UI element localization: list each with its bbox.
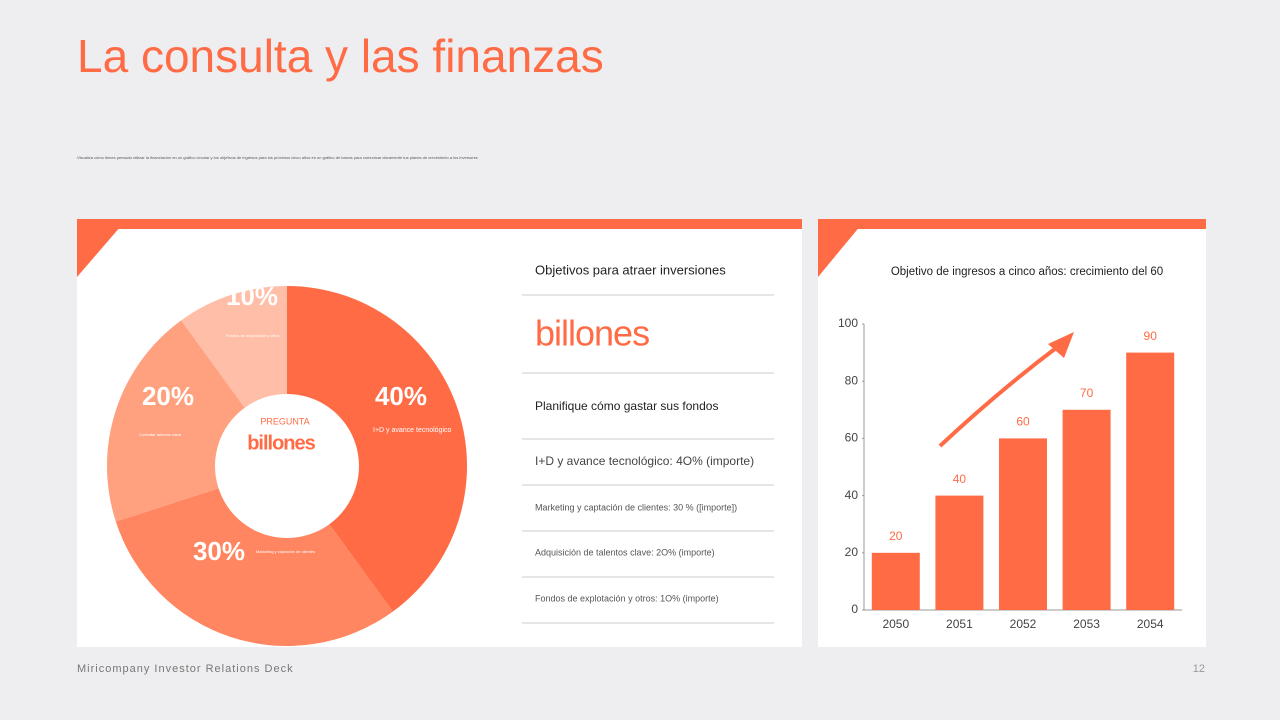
bar-chart: Objetivo de ingresos a cinco años: creci… bbox=[838, 266, 1182, 631]
bar-value-label: 40 bbox=[953, 472, 967, 486]
x-tick-label: 2054 bbox=[1137, 617, 1164, 631]
center-label: PREGUNTA bbox=[260, 416, 309, 426]
panel-item: Adquisición de talentos clave: 2O% (impo… bbox=[535, 547, 715, 557]
segment-category-label: Marketing y captación de clientes bbox=[256, 549, 315, 554]
panel-big-text: billones bbox=[535, 313, 649, 354]
slide-subtitle: Visualiza cómo tienes pensado utilizar l… bbox=[77, 155, 478, 160]
segment-value-label: 30% bbox=[193, 536, 245, 566]
segment-value-label: 40% bbox=[375, 381, 427, 411]
y-tick-label: 0 bbox=[851, 602, 858, 616]
growth-arrow bbox=[938, 343, 1062, 448]
segment-category-label: I+D y avance tecnológico bbox=[373, 427, 452, 434]
segment-value-label: 10% bbox=[226, 281, 278, 311]
x-tick-label: 2052 bbox=[1010, 617, 1037, 631]
x-tick-label: 2053 bbox=[1073, 617, 1100, 631]
donut-chart: 40% I+D y avance tecnológico 30% Marketing … bbox=[107, 281, 467, 646]
panel-item: Marketing y captación de clientes: 30 % … bbox=[535, 502, 737, 512]
page-number: 12 bbox=[1193, 663, 1205, 675]
y-tick-label: 40 bbox=[845, 488, 859, 502]
y-tick-label: 100 bbox=[838, 316, 858, 330]
center-value: billones bbox=[247, 432, 315, 454]
info-panel: Objetivos para atraer inversiones billon… bbox=[522, 262, 774, 624]
panel-heading: Objetivos para atraer inversiones bbox=[535, 262, 726, 277]
bar bbox=[999, 438, 1047, 610]
bar-value-label: 70 bbox=[1080, 386, 1094, 400]
bar bbox=[1062, 409, 1111, 610]
card-strip bbox=[77, 219, 802, 229]
y-tick-label: 20 bbox=[845, 545, 859, 559]
panel-subheading: Planifique cómo gastar sus fondos bbox=[535, 399, 718, 413]
x-tick-label: 2051 bbox=[946, 617, 973, 631]
donut-segment bbox=[115, 488, 393, 646]
bar-value-label: 90 bbox=[1144, 329, 1158, 343]
bar bbox=[935, 495, 984, 610]
bar-value-label: 20 bbox=[889, 529, 903, 543]
card-corner bbox=[818, 219, 866, 277]
x-tick-label: 2050 bbox=[882, 617, 909, 631]
bar bbox=[1126, 352, 1175, 610]
slide-title: La consulta y las finanzas bbox=[77, 30, 604, 82]
footer: Miricompany Investor Relations Deck bbox=[77, 663, 294, 675]
bar bbox=[871, 552, 920, 610]
bar-value-label: 60 bbox=[1016, 415, 1030, 429]
arrow-head bbox=[1048, 332, 1074, 358]
card-corner bbox=[77, 219, 127, 277]
y-tick-label: 80 bbox=[845, 373, 859, 387]
segment-category-label: Fondos de explotación y otros bbox=[226, 333, 279, 338]
y-tick-label: 60 bbox=[845, 431, 859, 445]
segment-value-label: 20% bbox=[142, 381, 194, 411]
donut-segment bbox=[107, 320, 245, 522]
panel-item: Fondos de explotación y otros: 1O% (impo… bbox=[535, 593, 719, 603]
card-strip bbox=[818, 219, 1206, 229]
segment-category-label: Contratar talentos clave bbox=[139, 432, 182, 437]
panel-item: I+D y avance tecnológico: 4O% (importe) bbox=[535, 454, 754, 468]
chart-title: Objetivo de ingresos a cinco años: creci… bbox=[891, 266, 1163, 278]
donut-segment bbox=[287, 286, 467, 612]
donut-segment bbox=[181, 286, 287, 408]
